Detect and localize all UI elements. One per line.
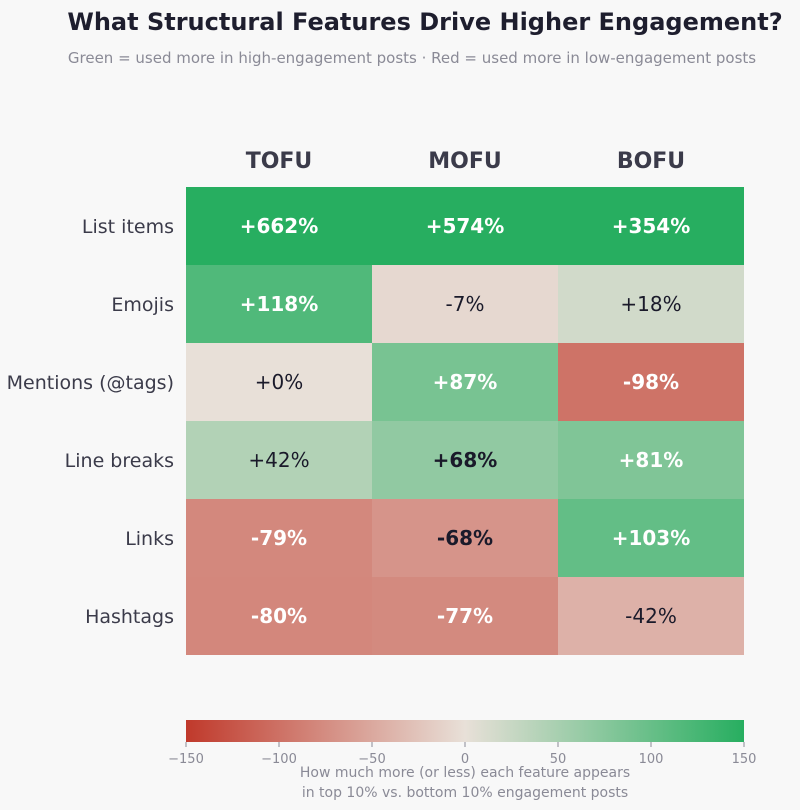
cell-label-links-mofu: -68% [437, 526, 493, 550]
cell-label-links-bofu: +103% [612, 526, 691, 550]
chart-title: What Structural Features Drive Higher En… [67, 8, 782, 36]
column-label-bofu: BOFU [617, 149, 685, 174]
cell-label-line-breaks-tofu: +42% [248, 448, 309, 472]
row-label-links: Links [125, 528, 174, 550]
cell-label-list-items-tofu: +662% [240, 214, 319, 238]
colorbar-tick-label-6: 150 [732, 752, 757, 767]
cell-label-links-tofu: -79% [251, 526, 307, 550]
cell-label-list-items-bofu: +354% [612, 214, 691, 238]
cell-label-line-breaks-mofu: +68% [433, 448, 498, 472]
column-labels: TOFU MOFU BOFU [246, 149, 685, 174]
cell-label-emojis-mofu: -7% [446, 292, 485, 316]
cell-label-hashtags-bofu: -42% [625, 604, 677, 628]
cell-label-mentions-tags-mofu: +87% [433, 370, 498, 394]
row-label-emojis: Emojis [111, 294, 174, 316]
heatmap-cells: +662% +574% +354% +118% -7% +18% +0% +87% -98% +4… [186, 187, 744, 655]
cell-label-line-breaks-bofu: +81% [619, 448, 684, 472]
colorbar-tick-label-1: −100 [261, 752, 297, 767]
cell-label-emojis-tofu: +118% [240, 292, 319, 316]
cell-label-hashtags-mofu: -77% [437, 604, 493, 628]
heatmap-chart: What Structural Features Drive Higher En… [0, 0, 800, 810]
colorbar-label-line2: in top 10% vs. bottom 10% engagement pos… [302, 785, 628, 801]
colorbar: −150 −100 −50 0 50 100 150 [168, 720, 756, 767]
cell-label-hashtags-tofu: -80% [251, 604, 307, 628]
colorbar-tick-label-5: 100 [639, 752, 664, 767]
chart-subtitle: Green = used more in high-engagement pos… [68, 49, 756, 67]
colorbar-tick-label-0: −150 [168, 752, 204, 767]
column-label-tofu: TOFU [246, 149, 313, 174]
cell-label-emojis-bofu: +18% [620, 292, 681, 316]
row-labels: List items Emojis Mentions (@tags) Line bre… [7, 216, 174, 628]
row-label-mentions-tags: Mentions (@tags) [7, 372, 174, 394]
row-label-line-breaks: Line breaks [65, 450, 174, 472]
row-label-hashtags: Hashtags [85, 606, 174, 628]
column-label-mofu: MOFU [428, 149, 502, 174]
cell-label-mentions-tags-tofu: +0% [255, 370, 304, 394]
cell-label-list-items-mofu: +574% [426, 214, 505, 238]
colorbar-label-line1: How much more (or less) each feature app… [300, 765, 630, 781]
colorbar-gradient [186, 720, 744, 742]
cell-label-mentions-tags-bofu: -98% [623, 370, 679, 394]
row-label-list-items: List items [82, 216, 174, 238]
